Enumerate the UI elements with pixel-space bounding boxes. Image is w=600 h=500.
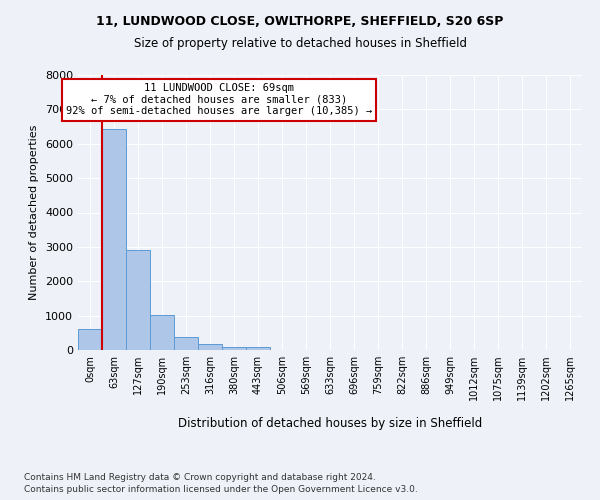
Text: Distribution of detached houses by size in Sheffield: Distribution of detached houses by size … (178, 418, 482, 430)
Text: Contains HM Land Registry data © Crown copyright and database right 2024.: Contains HM Land Registry data © Crown c… (24, 472, 376, 482)
Text: 11 LUNDWOOD CLOSE: 69sqm
← 7% of detached houses are smaller (833)
92% of semi-d: 11 LUNDWOOD CLOSE: 69sqm ← 7% of detache… (66, 83, 372, 116)
Bar (246, 348, 270, 350)
Bar (78, 328, 102, 350)
Text: Contains public sector information licensed under the Open Government Licence v3: Contains public sector information licen… (24, 485, 418, 494)
Bar (126, 250, 150, 350)
Bar (102, 130, 126, 350)
Bar (198, 344, 222, 350)
Bar (150, 316, 174, 350)
Text: 11, LUNDWOOD CLOSE, OWLTHORPE, SHEFFIELD, S20 6SP: 11, LUNDWOOD CLOSE, OWLTHORPE, SHEFFIELD… (97, 15, 503, 28)
Bar (222, 346, 246, 350)
Text: Size of property relative to detached houses in Sheffield: Size of property relative to detached ho… (133, 38, 467, 51)
Y-axis label: Number of detached properties: Number of detached properties (29, 125, 40, 300)
Bar (174, 337, 198, 350)
